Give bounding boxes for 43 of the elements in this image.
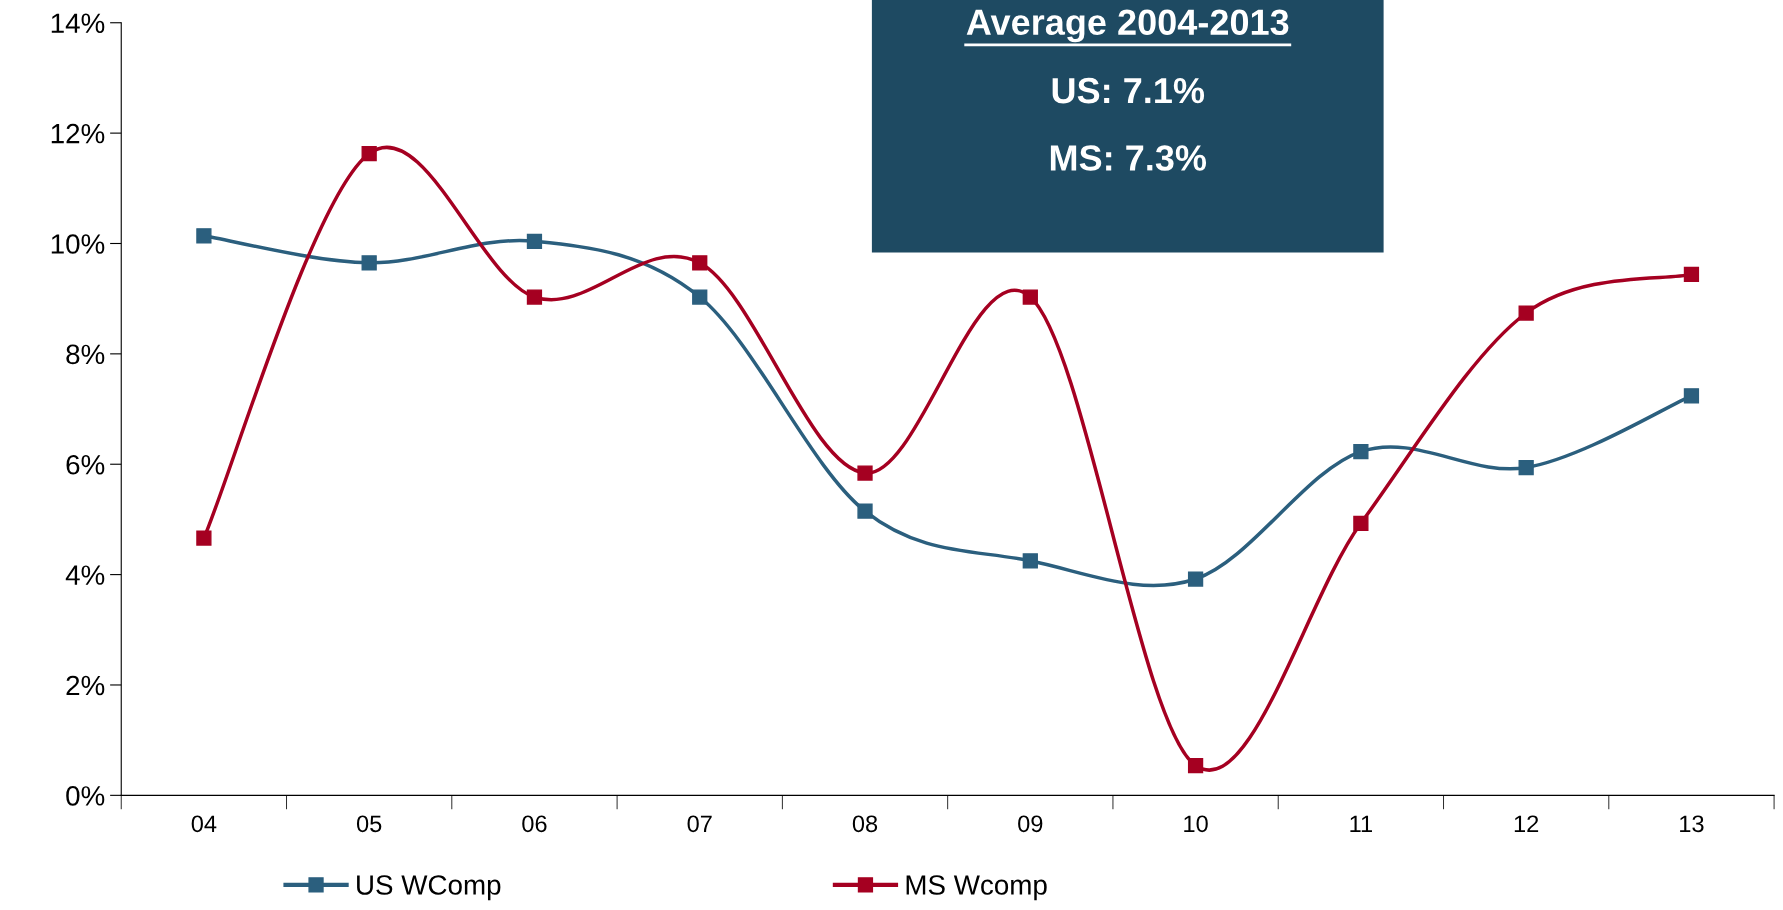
x-tick-label: 12 xyxy=(1514,815,1539,832)
x-tick-label: 13 xyxy=(1680,815,1704,833)
point xyxy=(1518,459,1534,476)
annotation: US: 7.1% xyxy=(1052,77,1205,104)
point xyxy=(526,233,543,249)
x-tick-label: 06 xyxy=(522,815,547,833)
point xyxy=(1187,757,1204,774)
y-tick-label: 10% xyxy=(51,234,105,254)
point xyxy=(1022,289,1038,305)
y-tick-label: 12% xyxy=(51,123,105,144)
point xyxy=(692,255,708,271)
x-tick-label: 11 xyxy=(1350,815,1372,832)
y-tick-label: 14% xyxy=(51,13,105,33)
y-tick-label: 4% xyxy=(65,565,105,585)
point xyxy=(196,228,212,244)
point xyxy=(361,255,377,271)
y-tick-label: 8% xyxy=(66,344,105,365)
y-tick-label: 0% xyxy=(66,786,105,806)
point xyxy=(361,145,377,162)
annotation: Average 2004-2013 xyxy=(966,9,1289,43)
x-tick-label: 04 xyxy=(191,815,217,833)
point xyxy=(1353,443,1369,460)
y-tick-label: 2% xyxy=(66,675,105,696)
legend-label: MS Wcomp xyxy=(906,875,1047,901)
point xyxy=(857,465,873,481)
x-tick-label: 10 xyxy=(1184,815,1208,833)
x-tick-label: 07 xyxy=(687,815,712,833)
point xyxy=(196,530,212,546)
point xyxy=(1518,305,1534,321)
x-tick-label: 08 xyxy=(852,815,878,833)
annotation: MS: 7.3% xyxy=(1050,145,1207,171)
point xyxy=(526,289,543,305)
point xyxy=(1353,515,1369,531)
legend-label: US WComp xyxy=(357,875,501,901)
y-tick-label: 6% xyxy=(66,454,105,475)
point xyxy=(1187,571,1204,587)
point xyxy=(857,503,873,519)
point xyxy=(1683,388,1700,404)
x-tick-label: 05 xyxy=(356,815,382,833)
point xyxy=(1022,553,1038,569)
point xyxy=(692,289,708,305)
point xyxy=(1683,266,1700,283)
x-tick-label: 09 xyxy=(1018,815,1043,833)
